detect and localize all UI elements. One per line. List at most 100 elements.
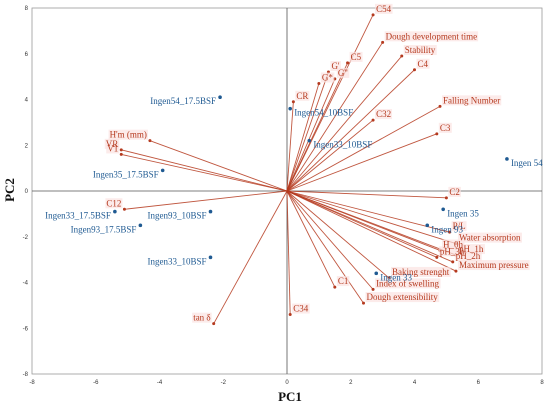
label-highlight — [454, 250, 482, 261]
sample-point-ingen54-17-5bsf-0 — [218, 95, 222, 100]
sample-point-ingen33-10bsf-10 — [208, 255, 213, 260]
variable-label-c5: C5 — [351, 52, 362, 62]
loading-vector-h-m-mm — [149, 140, 288, 192]
loading-vector-dough-development-time — [286, 42, 384, 192]
y-tick-label: -6 — [23, 326, 29, 332]
loading-tip-c2 — [444, 196, 448, 200]
sample-point-ingen-33-11 — [374, 271, 379, 276]
loading-tip-stability — [400, 54, 404, 58]
loading-vector-c1 — [286, 190, 336, 288]
label-highlight — [375, 278, 441, 289]
variable-label-index-of-swelling: Index of swelling — [376, 278, 439, 288]
variable-label-c32: C32 — [376, 109, 391, 119]
label-highlight — [375, 109, 393, 120]
sample-point-ingen33-17-5bsf-7 — [113, 209, 117, 214]
variable-label-ph-1h: pH_1h — [459, 244, 484, 254]
variable-label-ph-3h: pH_3h — [440, 246, 465, 256]
loading-vector-cr — [286, 101, 294, 192]
loading-vector-stability — [286, 55, 403, 192]
loading-tip-c3 — [435, 132, 439, 136]
loading-tip-tan — [212, 322, 216, 326]
label-highlight — [391, 266, 451, 277]
label-highlight — [336, 67, 350, 78]
label-highlight — [448, 186, 461, 197]
variable-label-c4: C4 — [418, 59, 429, 69]
variable-label-g: G" — [338, 68, 348, 78]
sample-point-ingen-54-3 — [505, 157, 509, 161]
variable-label-dough-extensibility: Dough extensibility — [367, 292, 439, 302]
loading-vector-c34 — [286, 190, 291, 315]
variable-label-h-m-mm: H'm (mm) — [110, 130, 147, 140]
label-highlight — [438, 246, 466, 257]
loading-vector-g — [286, 78, 336, 192]
sample-label-ingen93-10bsf-6: Ingen93_10BSF — [147, 211, 206, 221]
x-tick-label: -8 — [29, 380, 35, 386]
sample-label-ingen-35-5: Ingen 35 — [447, 208, 479, 218]
loading-tip-c12 — [122, 207, 126, 211]
variable-label-maximum-pressure: Maximum pressure — [459, 260, 529, 270]
sample-label-ingen54-10bsf-1: Ingen54_10BSF — [294, 108, 353, 118]
label-highlight — [384, 31, 479, 42]
sample-point-ingen-93-9 — [425, 223, 430, 228]
variable-label-water-absorption: Water absorption — [459, 233, 521, 243]
label-highlight — [442, 95, 502, 106]
sample-point-ingen-35-5 — [441, 207, 445, 212]
loading-tip-c32 — [371, 118, 375, 122]
loading-vector-baking-strenght — [286, 190, 390, 279]
x-tick-label: -2 — [221, 380, 227, 386]
loading-vector-g — [286, 71, 329, 192]
loading-tip-falling-number — [438, 104, 442, 108]
label-highlight — [108, 129, 148, 140]
loading-tip-ph-2h — [451, 260, 455, 264]
loading-tip-vr — [119, 148, 123, 152]
x-tick-label: -6 — [93, 380, 99, 386]
variable-label-stability: Stability — [405, 45, 436, 55]
variable-label-falling-number: Falling Number — [443, 95, 500, 105]
loading-tip-index-of-swelling — [371, 287, 375, 291]
label-highlight — [349, 51, 363, 62]
variable-label-h-0h: H_0h — [443, 239, 463, 249]
loading-tip-dough-extensibility — [362, 301, 365, 305]
variable-label-cr: CR — [296, 91, 308, 101]
loading-vector-c12 — [124, 190, 288, 210]
loading-vector-ph-2h — [286, 190, 453, 263]
loading-vector-c32 — [286, 119, 374, 192]
sample-point-ingen54-10bsf-1 — [288, 106, 292, 111]
label-highlight — [457, 232, 522, 243]
x-tick-label: -4 — [157, 380, 163, 386]
variable-label-c1: C1 — [338, 276, 349, 286]
label-highlight — [295, 90, 310, 101]
loading-vector-vr — [121, 149, 288, 192]
variable-label-c34: C34 — [293, 304, 309, 314]
label-highlight — [105, 198, 123, 209]
loading-vector-c4 — [286, 69, 415, 192]
label-highlight — [336, 276, 350, 287]
loading-tip-g — [317, 81, 321, 85]
label-highlight — [320, 72, 335, 83]
loading-vector-p-l — [286, 190, 450, 233]
y-tick-label: 6 — [25, 52, 29, 58]
variable-label-p-l: P/L — [453, 221, 466, 231]
x-tick-label: 2 — [349, 380, 353, 386]
loading-vector-ph-1h — [286, 190, 457, 256]
loading-vectors — [119, 13, 458, 326]
sample-label-ingen33-17-5bsf-7: Ingen33_17.5BSF — [45, 211, 111, 221]
label-highlight — [330, 61, 341, 72]
variable-label-g: G* — [322, 72, 333, 82]
variable-label-c2: C2 — [449, 187, 460, 197]
label-highlight — [451, 221, 467, 232]
loading-tip-dough-development-time — [381, 40, 385, 44]
sample-label-ingen54-17-5bsf-0: Ingen54_17.5BSF — [150, 96, 216, 106]
loading-vector-falling-number — [286, 105, 441, 192]
sample-label-ingen33-10bsf-10: Ingen33_10BSF — [147, 256, 206, 266]
loading-vector-tan — [213, 190, 288, 324]
label-highlight — [457, 260, 530, 271]
sample-label-ingen-54-3: Ingen 54 — [511, 158, 543, 168]
sample-label-ingen-33-11: Ingen 33 — [380, 272, 412, 282]
y-tick-label: -2 — [23, 235, 29, 241]
label-highlight — [292, 303, 310, 314]
sample-label-ingen35-17-5bsf-4: Ingen35_17.5BSF — [93, 169, 159, 179]
y-tick-label: 8 — [25, 6, 29, 12]
loading-vector-water-absorption — [286, 190, 457, 245]
